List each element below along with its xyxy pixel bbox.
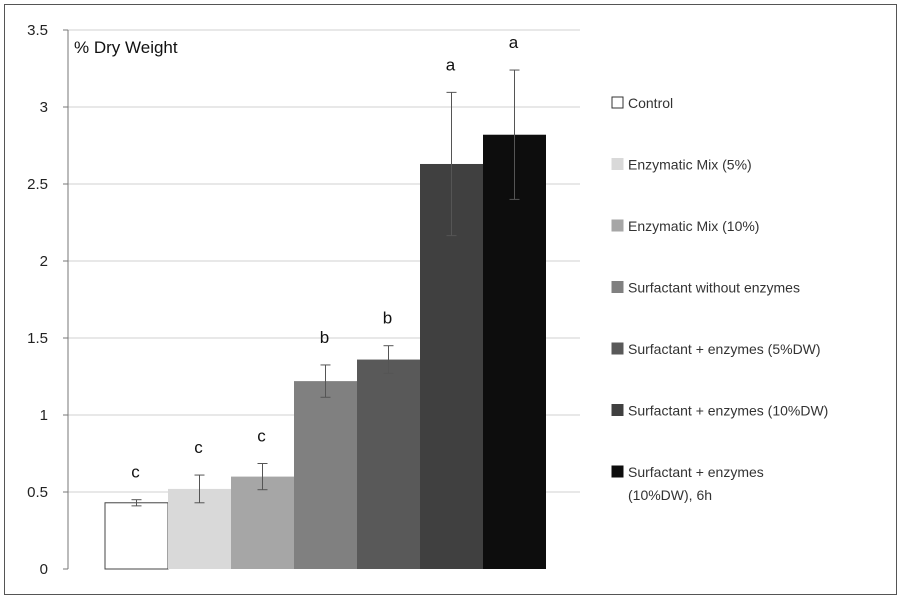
legend-label: Surfactant + enzymes (10%DW), 6h: [628, 464, 764, 503]
legend-label: Enzymatic Mix (10%): [628, 218, 759, 234]
legend-swatch: [611, 219, 624, 232]
bars-group: [104, 134, 546, 570]
y-axis-label: % Dry Weight: [74, 38, 178, 57]
legend-swatch: [611, 158, 624, 170]
legend-swatch: [611, 281, 624, 293]
legend-swatch: [611, 404, 624, 416]
significance-letter: b: [383, 309, 392, 328]
legend-label: Surfactant + enzymes (5%DW): [628, 341, 821, 357]
bar: [104, 502, 169, 570]
legend-label: Control: [628, 95, 673, 111]
error-bars-group: [131, 69, 520, 507]
y-tick-label: 3.5: [27, 22, 48, 39]
y-tick-label: 0: [40, 561, 48, 578]
legend-swatch: [611, 465, 624, 478]
significance-letter: b: [320, 328, 329, 347]
significance-letter: a: [446, 55, 456, 74]
y-tick-label: 1.5: [27, 330, 48, 347]
legend-label: Surfactant + enzymes (10%DW): [628, 403, 828, 419]
significance-letter: a: [509, 33, 519, 52]
bar: [294, 381, 357, 569]
bar: [357, 359, 420, 569]
legend-label: Surfactant without enzymes: [628, 280, 800, 296]
significance-letter: c: [131, 463, 140, 482]
y-tick-label: 2.5: [27, 176, 48, 193]
legend-swatch: [611, 342, 624, 355]
y-tick-label: 3: [40, 99, 48, 116]
bar: [483, 134, 546, 569]
legend-swatch: [611, 96, 624, 109]
significance-letters-group: c c c b b a a: [131, 33, 519, 482]
legend: Control Enzymatic Mix (5%) Enzymatic Mix (…: [611, 95, 828, 503]
y-tick-label: 2: [40, 253, 48, 270]
legend-label: Enzymatic Mix (5%): [628, 157, 752, 173]
y-tick-label: 1: [40, 407, 48, 424]
bar: [231, 476, 294, 569]
y-tick-label: 0.5: [27, 484, 48, 501]
significance-letter: c: [257, 427, 266, 446]
significance-letter: c: [194, 438, 203, 457]
axes-group: 0 0.5 1 1.5 2 2.5 3 3.5: [27, 22, 69, 578]
